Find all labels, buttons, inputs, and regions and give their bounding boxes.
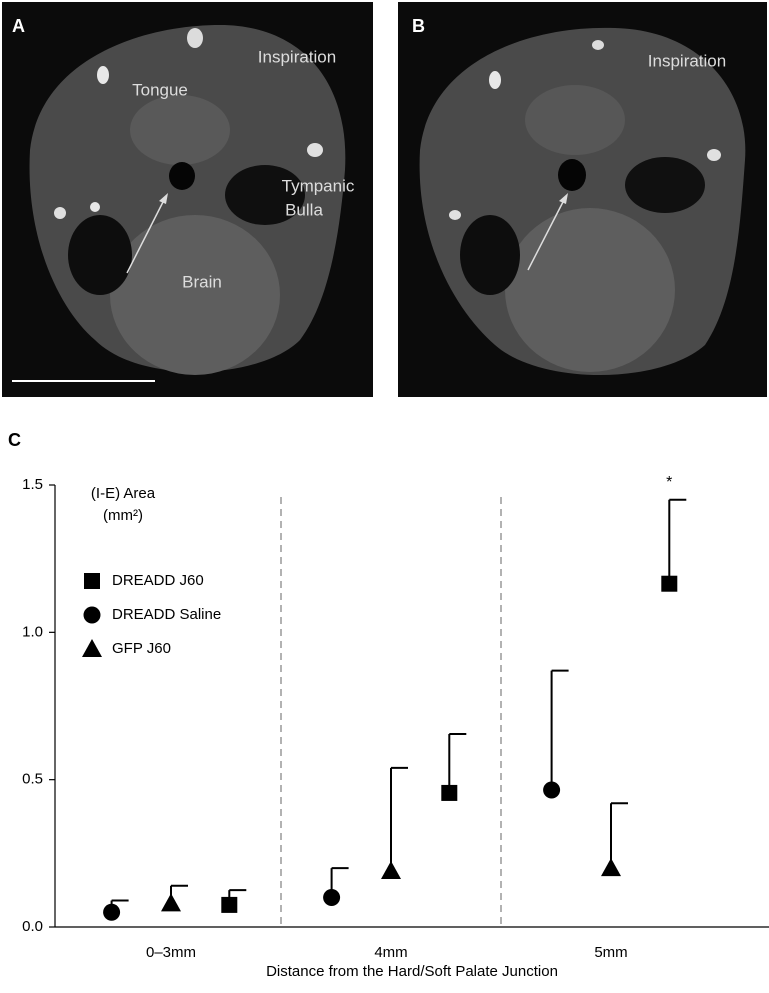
- tympanic-bulla: [225, 165, 305, 225]
- legend-label: DREADD J60: [112, 572, 204, 589]
- legend-label: DREADD Saline: [112, 606, 221, 623]
- y-tick-label: 1.5: [22, 476, 43, 493]
- dark-cavity: [68, 215, 132, 295]
- marker: [661, 575, 678, 592]
- anatomy-label: Tongue: [132, 80, 188, 99]
- marker: [543, 781, 561, 799]
- marker: [381, 861, 401, 880]
- x-tick-label: 0–3mm: [146, 944, 196, 961]
- bright-spot: [97, 66, 109, 84]
- x-tick-label: 4mm: [374, 944, 407, 961]
- error-bar: [550, 669, 569, 790]
- airway: [558, 159, 586, 191]
- y-tick-label: 0.0: [22, 918, 43, 935]
- tongue-region: [525, 85, 625, 155]
- bright-spot: [707, 149, 721, 161]
- chart: C 0.0 0.5 1.0 1.5 0–3mm 4mm 5mm Distance from t…: [8, 430, 769, 980]
- anatomy-label: Tympanic: [282, 176, 355, 195]
- error-bar: [610, 802, 628, 869]
- x-tick-label: 5mm: [594, 944, 627, 961]
- arrow-head: [159, 193, 168, 204]
- anatomy-label: Brain: [182, 272, 222, 291]
- marker: [441, 784, 458, 801]
- airway: [169, 162, 195, 190]
- error-bar: [390, 766, 408, 872]
- annotation: *: [666, 474, 672, 491]
- x-axis-label: Distance from the Hard/Soft Palate Junct…: [266, 963, 558, 980]
- anatomy-label: Bulla: [285, 200, 323, 219]
- bright-spot: [54, 207, 66, 219]
- legend-marker: [84, 573, 100, 589]
- bright-spot: [307, 143, 323, 157]
- y-axis-label: (I-E) Area: [91, 485, 156, 502]
- panel-label: B: [412, 16, 425, 36]
- arrow-head: [559, 193, 568, 204]
- marker: [161, 893, 181, 912]
- brain-region: [110, 215, 280, 375]
- bright-spot: [90, 202, 100, 212]
- marker: [103, 903, 121, 921]
- error-bar: [448, 732, 467, 793]
- legend-marker: [83, 606, 101, 624]
- marker: [221, 896, 238, 913]
- anatomy-label: Inspiration: [258, 47, 336, 66]
- panel-label: C: [8, 430, 21, 450]
- panel-b: B Inspiration: [398, 2, 767, 397]
- marker: [323, 889, 341, 907]
- bright-spot: [187, 28, 203, 48]
- marker: [601, 858, 621, 877]
- dark-cavity: [460, 215, 520, 295]
- bright-spot: [592, 40, 604, 50]
- panel-a: A Tongue Inspiration Tympanic Bulla Brai…: [2, 2, 373, 397]
- y-axis-label: (mm²): [103, 507, 143, 524]
- y-tick-label: 1.0: [22, 623, 43, 640]
- legend-label: GFP J60: [112, 640, 171, 657]
- arrow: [527, 199, 565, 271]
- bright-spot: [489, 71, 501, 89]
- tongue-region: [130, 95, 230, 165]
- panel-label: A: [12, 16, 25, 36]
- arrow: [126, 199, 165, 274]
- bright-spot: [449, 210, 461, 220]
- legend-marker: [82, 639, 102, 657]
- tympanic-bulla: [625, 157, 705, 213]
- anatomy-label: Inspiration: [648, 51, 726, 70]
- error-bar: [668, 498, 687, 584]
- y-tick-label: 0.5: [22, 771, 43, 788]
- brain-region: [505, 208, 675, 372]
